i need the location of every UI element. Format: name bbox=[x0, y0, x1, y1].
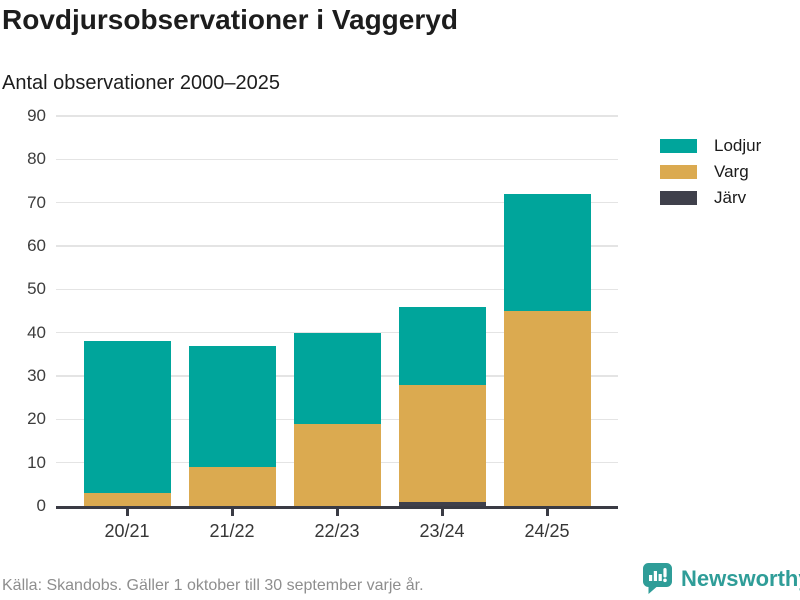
bar-segment-lodjur-24/25 bbox=[503, 194, 591, 311]
x-tick bbox=[231, 509, 234, 516]
y-tick-label: 90 bbox=[27, 106, 46, 125]
bar-segment-varg-21/22 bbox=[188, 467, 276, 506]
chart-subtitle: Antal observationer 2000–2025 bbox=[2, 72, 280, 94]
legend-swatch-järv bbox=[660, 191, 697, 205]
bar-segment-lodjur-23/24 bbox=[398, 306, 486, 385]
x-tick-label: 21/22 bbox=[209, 521, 255, 541]
x-tick bbox=[546, 509, 549, 516]
x-tick-label: 24/25 bbox=[524, 521, 570, 541]
legend-label: Varg bbox=[714, 162, 749, 181]
y-tick-label: 40 bbox=[27, 322, 46, 342]
legend-swatch-varg bbox=[660, 165, 697, 179]
source-note: Källa: Skandobs. Gäller 1 oktober till 3… bbox=[2, 577, 424, 594]
newsworthy-wordmark: Newsworthy bbox=[681, 565, 800, 591]
x-tick-label: 23/24 bbox=[419, 521, 465, 541]
y-tick-label: 50 bbox=[27, 279, 46, 299]
y-tick-label: 20 bbox=[27, 409, 46, 429]
legend: Lodjur Varg Järv bbox=[660, 133, 761, 211]
bar-segment-lodjur-21/22 bbox=[188, 345, 276, 467]
x-tick bbox=[126, 509, 129, 516]
legend-item-järv: Järv bbox=[660, 185, 761, 211]
bar-segment-varg-22/23 bbox=[293, 423, 381, 506]
x-tick-label: 22/23 bbox=[314, 521, 360, 541]
y-tick-label: 30 bbox=[27, 366, 46, 385]
legend-label: Järv bbox=[714, 188, 747, 207]
page-title: Rovdjursobservationer i Vaggeryd bbox=[2, 4, 458, 35]
gridline-60 bbox=[56, 245, 618, 247]
x-tick bbox=[441, 509, 444, 516]
legend-swatch-lodjur bbox=[660, 139, 697, 153]
x-tick-label: 20/21 bbox=[104, 521, 150, 541]
bar-segment-lodjur-20/21 bbox=[83, 341, 171, 493]
gridline-80 bbox=[56, 158, 618, 161]
gridline-90 bbox=[56, 115, 618, 117]
gridline-50 bbox=[56, 288, 618, 291]
y-tick-label: 10 bbox=[27, 452, 46, 472]
x-tick bbox=[336, 509, 339, 516]
bar-segment-varg-24/25 bbox=[503, 311, 591, 506]
newsworthy-logo: Newsworthy bbox=[643, 563, 800, 594]
gridline-70 bbox=[56, 201, 618, 204]
legend-label: Lodjur bbox=[714, 136, 762, 155]
legend-item-varg: Varg bbox=[660, 159, 761, 185]
bar-segment-järv-23/24 bbox=[398, 501, 486, 506]
legend-item-lodjur: Lodjur bbox=[660, 133, 761, 159]
bar-segment-varg-23/24 bbox=[398, 384, 486, 502]
y-tick-label: 70 bbox=[27, 192, 46, 212]
x-axis-line bbox=[56, 506, 618, 509]
y-tick-label: 80 bbox=[27, 149, 46, 169]
bar-segment-lodjur-22/23 bbox=[293, 332, 381, 424]
newsworthy-bubble-chart-icon bbox=[643, 563, 672, 594]
bar-segment-varg-20/21 bbox=[83, 493, 171, 506]
y-tick-label: 60 bbox=[27, 236, 46, 255]
y-tick-label: 0 bbox=[36, 496, 46, 515]
